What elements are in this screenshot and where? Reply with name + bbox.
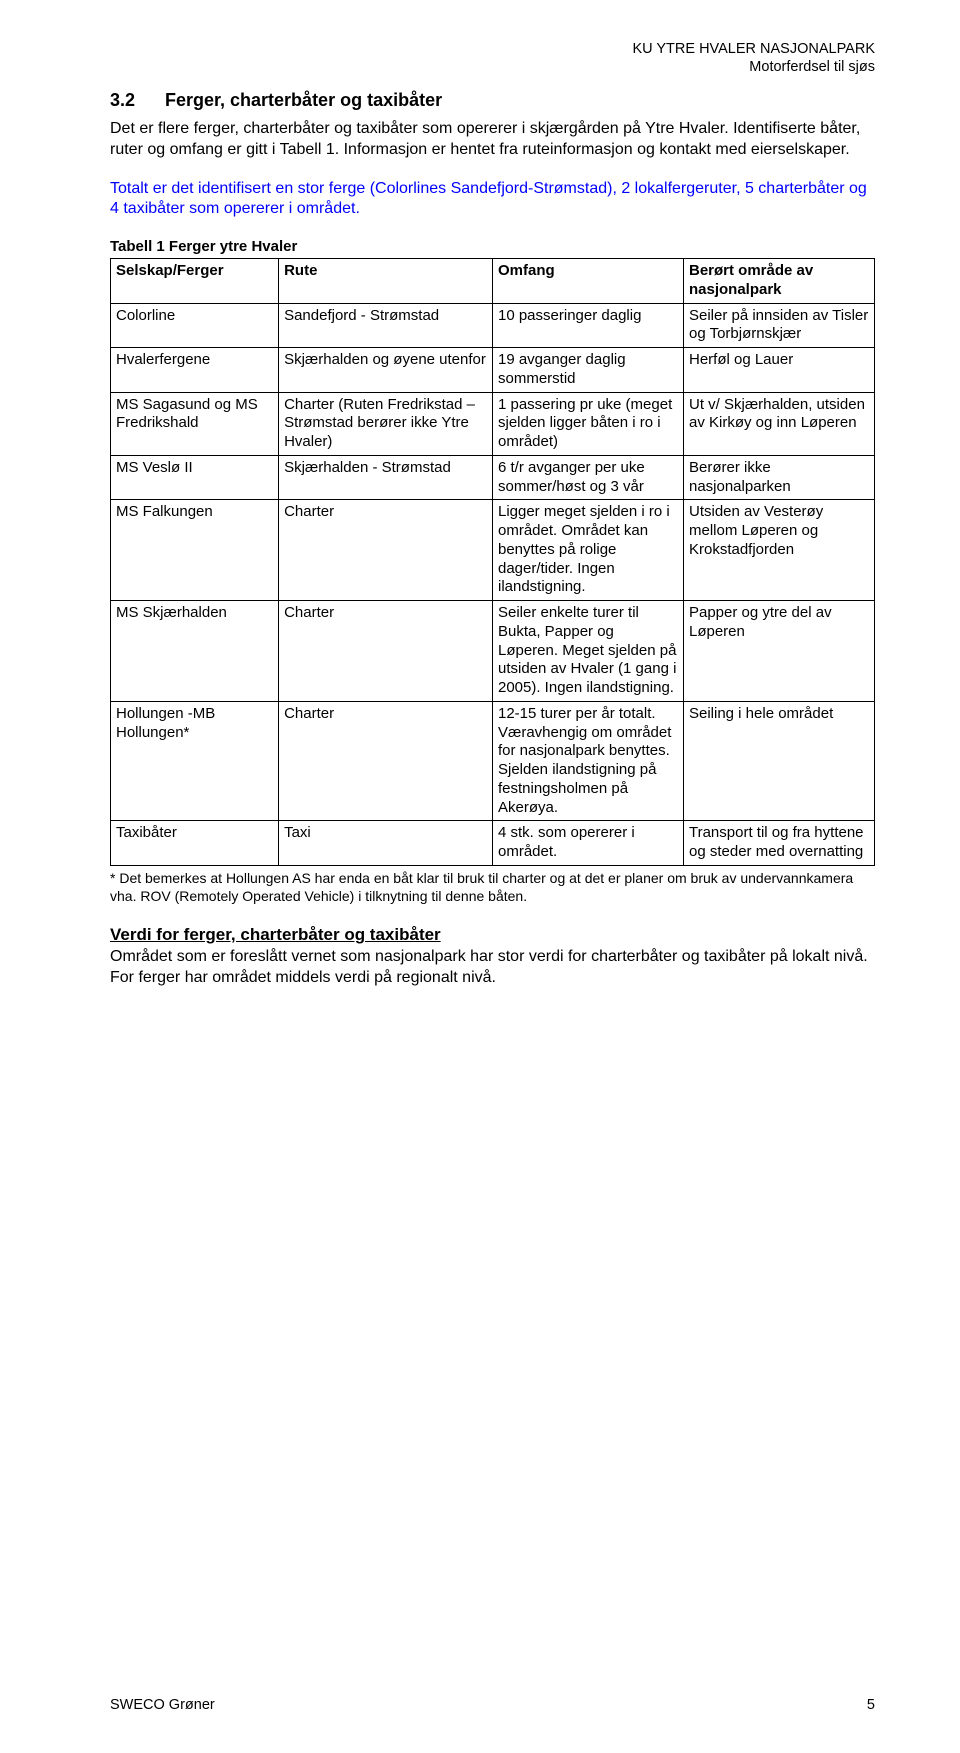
table-header-row: Selskap/Ferger Rute Omfang Berørt område… [111,259,875,304]
header-line2: Motorferdsel til sjøs [749,59,875,75]
table-row: MS Falkungen Charter Ligger meget sjelde… [111,500,875,601]
cell: Colorline [111,303,279,348]
cell: 6 t/r avganger per uke sommer/høst og 3 … [492,455,683,500]
cell: 4 stk. som opererer i området. [492,821,683,866]
table-footnote: * Det bemerkes at Hollungen AS har enda … [110,869,875,905]
table-row: MS Sagasund og MS Fredrikshald Charter (… [111,392,875,455]
cell: Herføl og Lauer [683,348,874,393]
cell: Sandefjord - Strømstad [279,303,493,348]
table-row: MS Skjærhalden Charter Seiler enkelte tu… [111,601,875,702]
cell: MS Skjærhalden [111,601,279,702]
subsection-text: Området som er foreslått vernet som nasj… [110,947,875,989]
section-number: 3.2 [110,90,165,111]
cell: Seiling i hele området [683,701,874,821]
paragraph-1: Det er flere ferger, charterbåter og tax… [110,119,875,161]
subsection-heading: Verdi for ferger, charterbåter og taxibå… [110,925,875,945]
cell: 19 avganger daglig sommerstid [492,348,683,393]
cell: Charter [279,601,493,702]
cell: Charter [279,701,493,821]
table-row: Hvalerfergene Skjærhalden og øyene utenf… [111,348,875,393]
cell: Ut v/ Skjærhalden, utsiden av Kirkøy og … [683,392,874,455]
cell: 1 passering pr uke (meget sjelden ligger… [492,392,683,455]
cell: Taxibåter [111,821,279,866]
col-header: Rute [279,259,493,304]
table-caption: Tabell 1 Ferger ytre Hvaler [110,238,875,255]
ferries-table: Selskap/Ferger Rute Omfang Berørt område… [110,258,875,866]
col-header: Berørt område av nasjonalpark [683,259,874,304]
cell: Charter (Ruten Fredrikstad – Strømstad b… [279,392,493,455]
document-page: KU YTRE HVALER NASJONALPARK Motorferdsel… [0,0,960,1753]
cell: MS Falkungen [111,500,279,601]
page-header: KU YTRE HVALER NASJONALPARK Motorferdsel… [632,40,875,76]
cell: 10 passeringer daglig [492,303,683,348]
cell: Charter [279,500,493,601]
table-body: Colorline Sandefjord - Strømstad 10 pass… [111,303,875,865]
table-row: Taxibåter Taxi 4 stk. som opererer i omr… [111,821,875,866]
cell: MS Sagasund og MS Fredrikshald [111,392,279,455]
section-title: Ferger, charterbåter og taxibåter [165,90,442,110]
cell: Taxi [279,821,493,866]
footer-left: SWECO Grøner [110,1697,215,1713]
cell: Utsiden av Vesterøy mellom Løperen og Kr… [683,500,874,601]
col-header: Selskap/Ferger [111,259,279,304]
cell: Transport til og fra hyttene og steder m… [683,821,874,866]
cell: Hollungen -MB Hollungen* [111,701,279,821]
cell: Papper og ytre del av Løperen [683,601,874,702]
cell: 12-15 turer per år totalt. Væravhengig o… [492,701,683,821]
cell: Skjærhalden - Strømstad [279,455,493,500]
footer-page-number: 5 [867,1697,875,1713]
cell: Berører ikke nasjonalparken [683,455,874,500]
table-row: MS Veslø II Skjærhalden - Strømstad 6 t/… [111,455,875,500]
cell: Seiler enkelte turer til Bukta, Papper o… [492,601,683,702]
header-line1: KU YTRE HVALER NASJONALPARK [632,41,875,57]
cell: Hvalerfergene [111,348,279,393]
section-heading: 3.2Ferger, charterbåter og taxibåter [110,90,875,111]
page-footer: SWECO Grøner 5 [110,1697,875,1713]
table-row: Colorline Sandefjord - Strømstad 10 pass… [111,303,875,348]
cell: Seiler på innsiden av Tisler og Torbjørn… [683,303,874,348]
cell: MS Veslø II [111,455,279,500]
col-header: Omfang [492,259,683,304]
table-row: Hollungen -MB Hollungen* Charter 12-15 t… [111,701,875,821]
paragraph-2: Totalt er det identifisert en stor ferge… [110,179,875,221]
cell: Ligger meget sjelden i ro i området. Omr… [492,500,683,601]
cell: Skjærhalden og øyene utenfor [279,348,493,393]
